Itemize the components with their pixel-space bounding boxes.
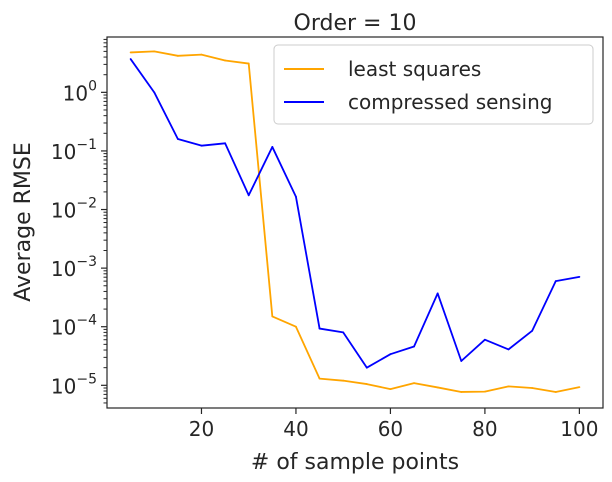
data-point xyxy=(484,338,486,341)
data-point xyxy=(436,292,439,295)
data-point xyxy=(153,91,156,94)
y-axis-label: Average RMSE xyxy=(11,142,36,301)
data-point xyxy=(176,138,179,140)
y-axis: 100 10−1 10−2 10−3 10−4 10−5 xyxy=(51,38,107,404)
x-tick-label: 40 xyxy=(283,417,308,441)
x-tick-label: 80 xyxy=(472,417,497,441)
data-point xyxy=(342,331,345,334)
data-point xyxy=(413,345,415,348)
data-point xyxy=(318,327,321,330)
data-point xyxy=(578,275,581,278)
x-axis: 20 40 60 80 100 xyxy=(189,408,598,441)
legend-box xyxy=(273,44,594,125)
legend-label: compressed sensing xyxy=(348,90,552,114)
x-tick-label: 20 xyxy=(189,417,214,441)
y-tick-label: 100 xyxy=(63,78,97,105)
x-axis-label: # of sample points xyxy=(251,450,459,475)
series-line xyxy=(130,50,580,393)
series-group xyxy=(129,50,581,393)
data-point xyxy=(271,146,274,148)
data-point xyxy=(554,280,557,283)
data-point xyxy=(295,325,297,328)
x-tick-label: 100 xyxy=(560,417,598,441)
data-point xyxy=(176,54,179,57)
y-tick-label: 10−2 xyxy=(51,196,97,223)
y-tick-label: 10−5 xyxy=(51,371,97,398)
legend: least squares compressed sensing xyxy=(273,44,594,125)
y-tick-label: 10−4 xyxy=(51,313,97,340)
data-point xyxy=(129,51,132,54)
data-point xyxy=(507,385,510,388)
data-point xyxy=(365,366,368,369)
data-point xyxy=(153,50,156,53)
data-point xyxy=(365,383,368,385)
data-point xyxy=(531,387,534,389)
y-tick-label: 10−3 xyxy=(51,254,97,281)
data-point xyxy=(342,379,345,382)
data-point xyxy=(436,386,439,389)
data-point xyxy=(460,360,463,362)
data-point xyxy=(224,59,226,62)
data-point xyxy=(129,58,132,60)
chart-title: Order = 10 xyxy=(294,11,417,36)
series-line xyxy=(129,58,580,369)
data-point xyxy=(224,142,226,145)
data-point xyxy=(531,329,534,332)
data-point xyxy=(389,353,392,356)
series-2 xyxy=(129,58,581,369)
series-1 xyxy=(129,50,581,393)
data-point xyxy=(200,144,203,147)
data-point xyxy=(484,390,486,393)
data-point xyxy=(271,315,274,318)
data-point xyxy=(295,195,297,198)
y-tick-label: 10−1 xyxy=(51,137,97,164)
data-point xyxy=(247,194,250,197)
data-point xyxy=(389,388,392,391)
data-point xyxy=(247,62,250,65)
data-point xyxy=(413,382,415,385)
legend-label: least squares xyxy=(348,57,481,81)
data-point xyxy=(554,391,557,393)
data-point xyxy=(460,391,463,393)
data-point xyxy=(318,377,321,380)
data-point xyxy=(507,348,510,351)
data-point xyxy=(578,386,581,389)
data-point xyxy=(200,53,203,56)
x-tick-label: 60 xyxy=(378,417,403,441)
